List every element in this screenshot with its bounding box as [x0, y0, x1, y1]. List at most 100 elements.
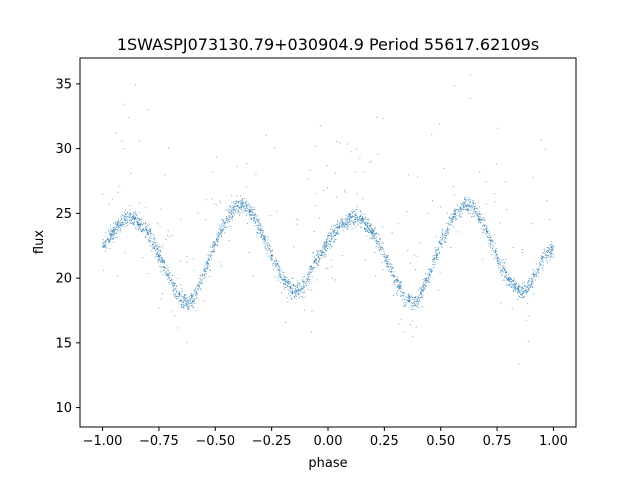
data-point: [370, 231, 372, 233]
data-point: [172, 283, 173, 285]
data-point: [488, 235, 490, 237]
data-point: [468, 200, 470, 202]
data-point: [193, 297, 195, 299]
data-point: [256, 215, 258, 217]
data-point: [449, 218, 451, 220]
data-point: [187, 302, 189, 304]
data-point: [475, 208, 477, 210]
data-point: [309, 272, 311, 274]
data-point: [396, 292, 398, 294]
data-point: [251, 208, 253, 210]
data-point: [343, 190, 345, 192]
data-point: [317, 261, 319, 262]
data-point: [348, 223, 350, 225]
data-point: [359, 220, 361, 222]
data-point: [167, 274, 169, 276]
data-point: [541, 258, 543, 260]
data-point: [515, 286, 517, 288]
data-point: [189, 298, 191, 300]
data-point: [524, 290, 526, 292]
data-point: [155, 242, 157, 243]
data-point: [481, 219, 482, 221]
data-point: [229, 220, 230, 222]
data-point: [327, 237, 329, 239]
data-point: [112, 229, 114, 230]
data-point: [303, 275, 305, 277]
data-point: [434, 255, 436, 256]
data-point: [138, 211, 140, 213]
data-point: [342, 224, 344, 226]
data-point: [314, 262, 316, 264]
data-point: [447, 229, 448, 231]
data-point: [534, 273, 536, 275]
data-point: [260, 231, 262, 233]
data-point: [441, 238, 443, 239]
data-point: [364, 230, 366, 232]
data-point: [473, 215, 475, 217]
data-point: [218, 224, 220, 226]
data-point: [158, 257, 160, 259]
data-point: [160, 260, 162, 262]
data-point: [162, 259, 163, 261]
data-point: [190, 296, 192, 298]
data-point: [187, 306, 189, 308]
data-point: [458, 210, 460, 212]
data-point: [539, 261, 541, 263]
data-point: [207, 257, 209, 259]
data-point: [244, 203, 246, 204]
data-point: [423, 281, 425, 283]
data-point: [216, 239, 218, 241]
data-point: [418, 303, 419, 305]
data-point: [278, 269, 280, 271]
data-point: [117, 221, 119, 223]
data-point: [318, 255, 320, 257]
data-point: [327, 267, 329, 269]
data-point: [549, 256, 551, 258]
data-point: [479, 220, 481, 222]
data-point: [262, 240, 264, 242]
data-point: [475, 207, 477, 209]
data-point: [284, 284, 286, 286]
data-point: [322, 246, 324, 248]
data-point: [421, 289, 423, 291]
data-point: [310, 331, 312, 333]
data-point: [103, 269, 105, 271]
data-point: [111, 234, 113, 236]
data-point: [314, 260, 315, 262]
data-point: [136, 215, 138, 217]
data-point: [249, 214, 251, 216]
data-point: [424, 285, 426, 287]
data-point: [197, 283, 199, 285]
data-point: [283, 279, 285, 280]
data-point: [482, 225, 483, 227]
data-point: [505, 284, 507, 286]
data-point: [254, 221, 256, 223]
data-point: [360, 210, 362, 212]
data-point: [293, 246, 295, 248]
data-point: [462, 201, 464, 203]
data-point: [519, 290, 521, 292]
data-point: [326, 245, 328, 247]
data-point: [425, 272, 427, 274]
data-point: [491, 254, 493, 256]
data-point: [207, 258, 209, 260]
data-point: [285, 287, 287, 288]
data-point: [270, 259, 272, 261]
data-point: [124, 209, 126, 211]
data-point: [519, 297, 521, 298]
data-point: [518, 288, 519, 290]
data-point: [285, 322, 287, 324]
data-point: [433, 266, 435, 268]
data-point: [423, 283, 425, 285]
data-point: [162, 247, 163, 249]
data-point: [324, 253, 326, 255]
data-point: [402, 292, 404, 294]
data-point: [439, 123, 441, 125]
data-point: [164, 272, 166, 274]
data-point: [160, 254, 161, 256]
data-point: [319, 125, 321, 127]
data-point: [291, 278, 293, 279]
data-point: [552, 256, 554, 258]
data-point: [348, 217, 350, 219]
data-point: [302, 276, 304, 278]
